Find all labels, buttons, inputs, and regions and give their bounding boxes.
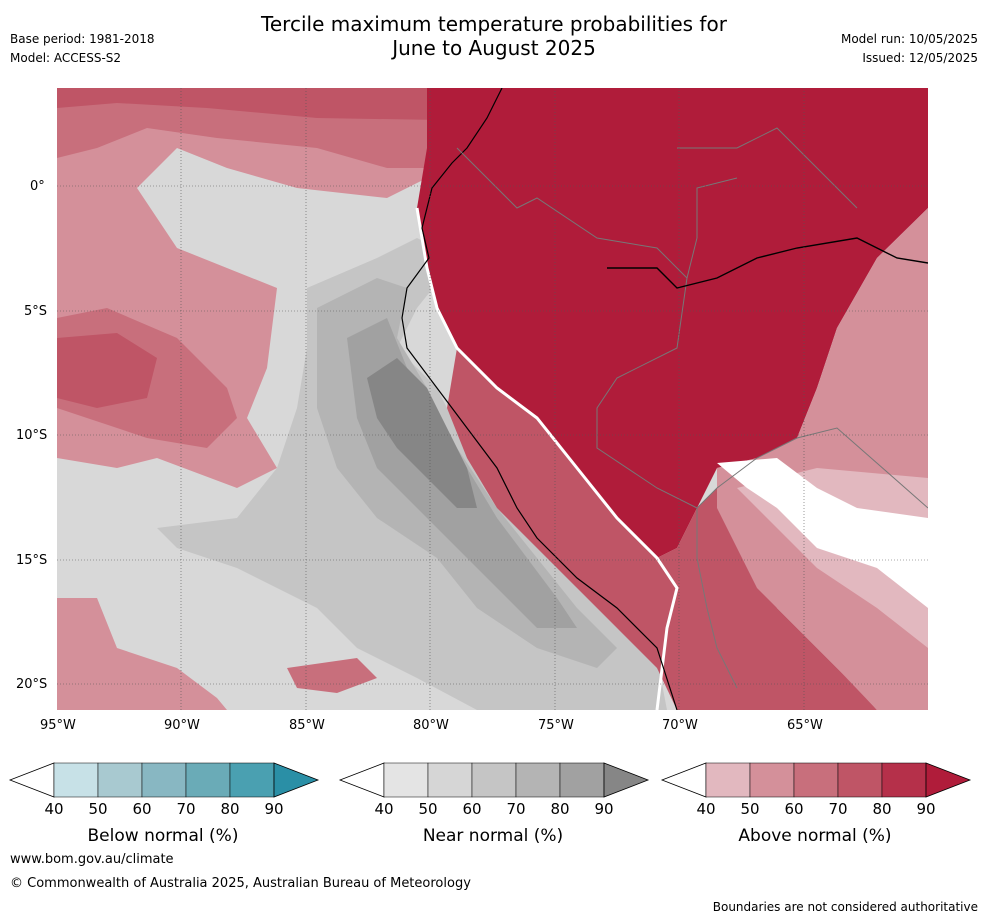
colorbar-segment [705,762,751,798]
colorbar-segment [229,762,275,798]
lat-label-10s: 10°S [16,428,48,443]
lon-label-90w: 90°W [164,718,200,733]
colorbar-low-extend [660,762,707,798]
colorbar-segment [881,762,927,798]
colorbar-segment [185,762,231,798]
colorbar-above-label: Above normal (%) [738,826,892,846]
lon-label-75w: 75°W [538,718,574,733]
title-line-1: Tercile maximum temperature probabilitie… [261,12,727,36]
colorbar-tick-label: 80 [220,800,240,818]
colorbar-tick-label: 70 [828,800,848,818]
above-region-southwest [57,598,227,710]
coastline [401,88,678,710]
colorbar-tick-label: 80 [550,800,570,818]
colorbar-high-extend [603,762,650,798]
lon-label-70w: 70°W [662,718,698,733]
lat-label-20s: 20°S [16,677,48,692]
amazon-river [607,237,928,289]
lon-label-80w: 80°W [413,718,449,733]
lon-label-65w: 65°W [787,718,823,733]
colorbar-segment [427,762,473,798]
above-region-continent [417,88,928,558]
lat-label-15s: 15°S [16,553,48,568]
model-name: Model: ACCESS-S2 [10,51,122,65]
colorbar-above [660,762,972,798]
lat-label-0: 0° [30,179,45,194]
above-region-continent-edge [447,348,877,710]
colorbar-tick-label: 90 [916,800,936,818]
base-period: Base period: 1981-2018 [10,32,155,46]
lon-label-95w: 95°W [40,718,76,733]
colorbar-tick-label: 60 [784,800,804,818]
lon-label-85w: 85°W [289,718,325,733]
disclaimer-text: Boundaries are not considered authoritat… [712,900,978,914]
website-link[interactable]: www.bom.gov.au/climate [10,852,174,867]
map-title: Tercile maximum temperature probabilitie… [0,12,988,60]
colorbar-tick-label: 90 [264,800,284,818]
model-run: Model run: 10/05/2025 [840,32,978,46]
above-region-west-blob-inner [57,333,157,408]
colorbar-tick-label: 60 [462,800,482,818]
colorbar-tick-label: 40 [44,800,64,818]
colorbar-high-extend [273,762,320,798]
colorbar-segment [793,762,839,798]
country-borders [456,127,928,689]
colorbar-segment [53,762,99,798]
issued-date: Issued: 12/05/2025 [862,51,978,65]
colorbar-segment [749,762,795,798]
title-line-2: June to August 2025 [392,36,596,60]
colorbar-segment [837,762,883,798]
near-region-core [367,358,477,508]
coastal-white-band [415,207,679,710]
colorbar-segment [559,762,605,798]
colorbar-segment [471,762,517,798]
white-region-east [717,458,928,608]
colorbar-tick-label: 40 [374,800,394,818]
colorbar-segment [97,762,143,798]
colorbar-low-extend [338,762,385,798]
colorbars [8,762,972,798]
colorbar-tick-label: 60 [132,800,152,818]
colorbar-segment [383,762,429,798]
colorbar-tick-label: 70 [176,800,196,818]
colorbar-low-extend [8,762,55,798]
colorbar-below-label: Below normal (%) [87,826,239,846]
colorbar-tick-label: 90 [594,800,614,818]
colorbar-tick-label: 80 [872,800,892,818]
colorbar-segment [515,762,561,798]
colorbar-near-label: Near normal (%) [422,826,564,846]
colorbar-tick-label: 50 [418,800,438,818]
colorbar-segment [141,762,187,798]
gridlines [57,88,928,710]
colorbar-below [8,762,320,798]
colorbar-tick-label: 70 [506,800,526,818]
colorbar-near [338,762,650,798]
probability-map [57,88,928,710]
colorbar-high-extend [925,762,972,798]
colorbar-tick-label: 50 [740,800,760,818]
colorbar-tick-label: 40 [696,800,716,818]
colorbar-tick-label: 50 [88,800,108,818]
lat-label-5s: 5°S [24,304,48,319]
copyright-text: © Commonwealth of Australia 2025, Austra… [10,876,471,891]
